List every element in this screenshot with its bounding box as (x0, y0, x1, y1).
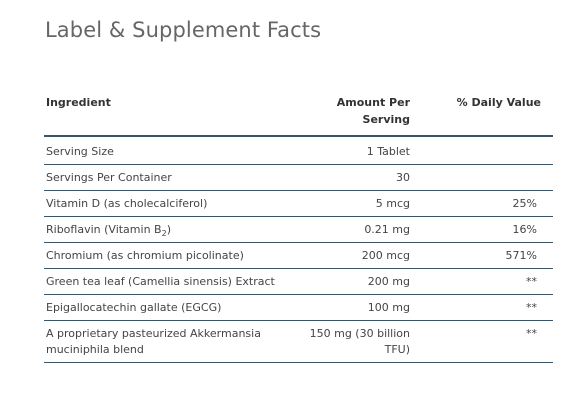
ingredient-cell: Green tea leaf (Camellia sinensis) Extra… (46, 275, 275, 288)
daily-value-column-header: % Daily Value (456, 96, 541, 109)
ingredient-column-header: Ingredient (46, 96, 111, 109)
ingredient-cell: Serving Size (46, 145, 114, 158)
ingredient-cell: Servings Per Container (46, 171, 172, 184)
daily-value-cell: 571% (505, 249, 537, 262)
amount-cell: 100 mg (367, 301, 410, 314)
table-row: Servings Per Container 30 (44, 165, 553, 191)
table-row: Riboflavin (Vitamin B2) 0.21 mg 16% (44, 217, 553, 243)
daily-value-cell (410, 165, 553, 191)
amount-cell: 200 mg (367, 275, 410, 288)
ingredient-text-end: ) (166, 223, 171, 236)
amount-cell: 5 mcg (375, 197, 410, 210)
supplement-facts-table: Ingredient Amount Per Serving % Daily Va… (44, 90, 553, 363)
amount-cell: 1 Tablet (366, 145, 410, 158)
amount-cell: 200 mcg (361, 249, 410, 262)
page-title: Label & Supplement Facts (45, 18, 322, 42)
table-row: A proprietary pasteurized Akkermansia mu… (44, 321, 553, 363)
amount-column-header: Amount Per Serving (336, 96, 410, 126)
ingredient-cell: Vitamin D (as cholecalciferol) (46, 197, 208, 210)
table-row: Vitamin D (as cholecalciferol) 5 mcg 25% (44, 191, 553, 217)
daily-value-cell: ** (526, 327, 537, 340)
ingredient-text: Riboflavin (Vitamin B (46, 223, 162, 236)
ingredient-cell: Chromium (as chromium picolinate) (46, 249, 244, 262)
table-row: Serving Size 1 Tablet (44, 136, 553, 165)
amount-cell: 0.21 mg (364, 223, 410, 236)
ingredient-cell: Epigallocatechin gallate (EGCG) (46, 301, 222, 314)
table-row: Green tea leaf (Camellia sinensis) Extra… (44, 269, 553, 295)
daily-value-cell: ** (526, 275, 537, 288)
amount-cell: 150 mg (30 billion TFU) (309, 327, 410, 356)
table-body: Serving Size 1 Tablet Servings Per Conta… (44, 136, 553, 363)
table-header: Ingredient Amount Per Serving % Daily Va… (44, 90, 553, 136)
daily-value-cell: ** (526, 301, 537, 314)
header-row: Ingredient Amount Per Serving % Daily Va… (44, 90, 553, 136)
daily-value-cell (410, 136, 553, 165)
ingredient-cell: Riboflavin (Vitamin B2) (44, 217, 304, 243)
amount-cell: 30 (396, 171, 410, 184)
ingredient-subscript: 2 (161, 229, 167, 239)
daily-value-cell: 25% (512, 197, 537, 210)
table-row: Chromium (as chromium picolinate) 200 mc… (44, 243, 553, 269)
daily-value-cell: 16% (512, 223, 537, 236)
ingredient-cell: A proprietary pasteurized Akkermansia mu… (46, 327, 261, 356)
table-row: Epigallocatechin gallate (EGCG) 100 mg *… (44, 295, 553, 321)
